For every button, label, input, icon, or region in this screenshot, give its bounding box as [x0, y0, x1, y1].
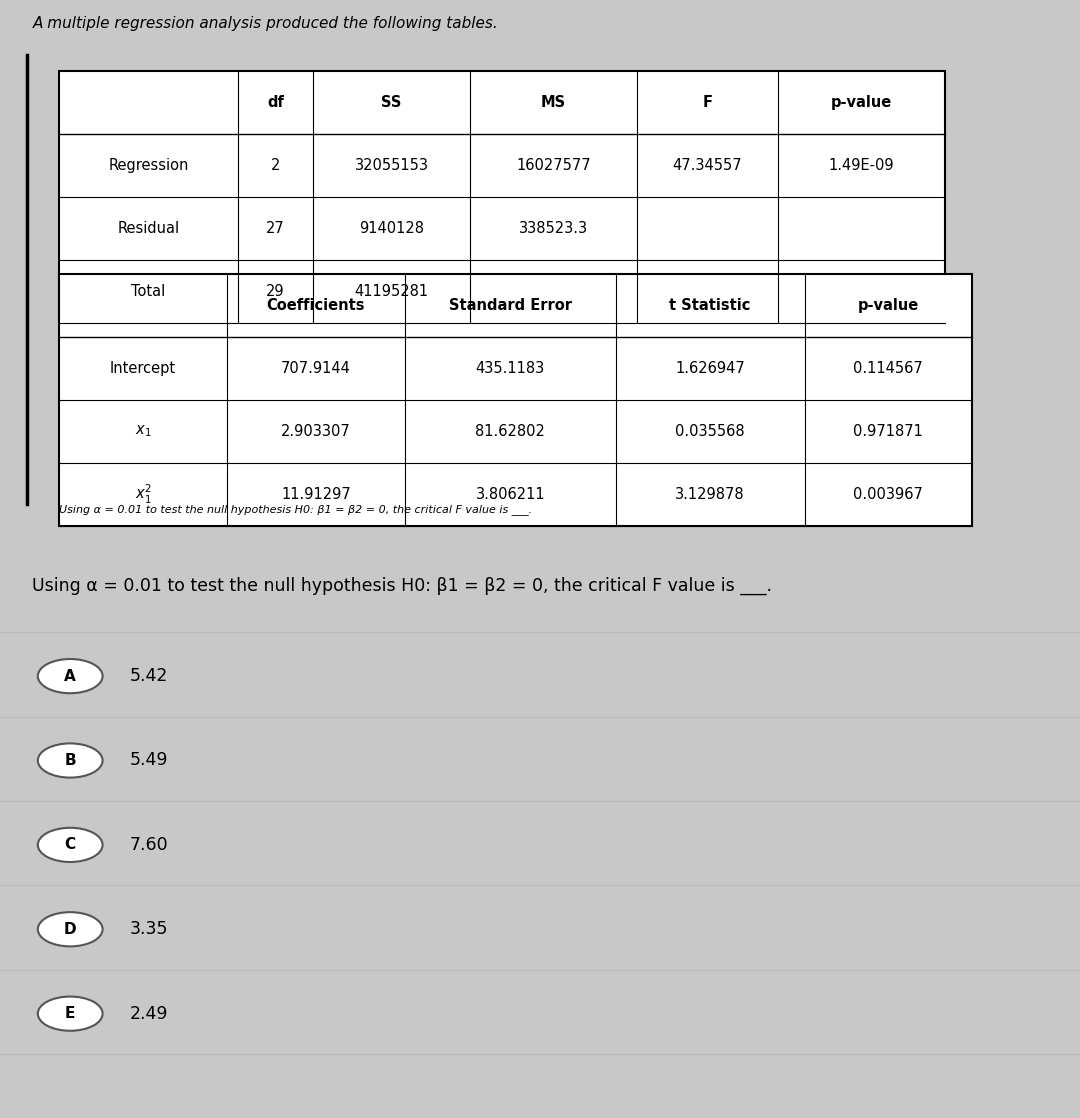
Text: Using α = 0.01 to test the null hypothesis H0: β1 = β2 = 0, the critical F value: Using α = 0.01 to test the null hypothes…: [32, 577, 772, 595]
Text: Residual: Residual: [118, 221, 179, 236]
Text: SS: SS: [381, 95, 402, 111]
Circle shape: [38, 912, 103, 946]
Text: C: C: [65, 837, 76, 852]
Text: 0.035568: 0.035568: [675, 424, 745, 439]
Text: A: A: [65, 669, 76, 683]
Text: $x_1^2$: $x_1^2$: [135, 483, 151, 506]
Text: 1.49E-09: 1.49E-09: [828, 159, 894, 173]
Text: 32055153: 32055153: [354, 159, 429, 173]
Text: 435.1183: 435.1183: [475, 361, 545, 376]
Text: 0.971871: 0.971871: [853, 424, 923, 439]
Text: 81.62802: 81.62802: [475, 424, 545, 439]
Text: Intercept: Intercept: [110, 361, 176, 376]
Text: 41195281: 41195281: [354, 284, 429, 300]
Text: 707.9144: 707.9144: [281, 361, 351, 376]
Text: Coefficients: Coefficients: [267, 297, 365, 313]
Text: MS: MS: [541, 95, 566, 111]
Bar: [59, 72, 945, 323]
Text: D: D: [64, 921, 77, 937]
Text: 2.49: 2.49: [130, 1005, 168, 1023]
Text: p-value: p-value: [831, 95, 892, 111]
Text: A multiple regression analysis produced the following tables.: A multiple regression analysis produced …: [32, 17, 498, 31]
Text: Total: Total: [132, 284, 165, 300]
Text: 16027577: 16027577: [516, 159, 591, 173]
Text: t Statistic: t Statistic: [670, 297, 751, 313]
Text: Standard Error: Standard Error: [449, 297, 571, 313]
Text: 0.003967: 0.003967: [853, 487, 923, 502]
Text: p-value: p-value: [858, 297, 919, 313]
Circle shape: [38, 827, 103, 862]
Text: 2.903307: 2.903307: [281, 424, 351, 439]
Text: Using α = 0.01 to test the null hypothesis H0: β1 = β2 = 0, the critical F value: Using α = 0.01 to test the null hypothes…: [59, 504, 532, 515]
Text: 3.35: 3.35: [130, 920, 168, 938]
Text: 338523.3: 338523.3: [518, 221, 589, 236]
Text: 7.60: 7.60: [130, 836, 168, 854]
Text: 11.91297: 11.91297: [281, 487, 351, 502]
Text: 5.49: 5.49: [130, 751, 168, 769]
Circle shape: [38, 743, 103, 778]
Text: 3.129878: 3.129878: [675, 487, 745, 502]
Text: 47.34557: 47.34557: [673, 159, 742, 173]
Bar: [59, 274, 972, 525]
Text: $x_1$: $x_1$: [135, 424, 151, 439]
Text: 0.114567: 0.114567: [853, 361, 923, 376]
Text: df: df: [267, 95, 284, 111]
Text: 29: 29: [266, 284, 285, 300]
Text: 3.806211: 3.806211: [475, 487, 545, 502]
Circle shape: [38, 996, 103, 1031]
Text: F: F: [702, 95, 713, 111]
Text: 27: 27: [266, 221, 285, 236]
Text: Regression: Regression: [108, 159, 189, 173]
Text: 1.626947: 1.626947: [675, 361, 745, 376]
Text: 2: 2: [271, 159, 280, 173]
Text: 5.42: 5.42: [130, 667, 168, 685]
Text: B: B: [65, 754, 76, 768]
Text: E: E: [65, 1006, 76, 1021]
Text: 9140128: 9140128: [359, 221, 424, 236]
Circle shape: [38, 659, 103, 693]
